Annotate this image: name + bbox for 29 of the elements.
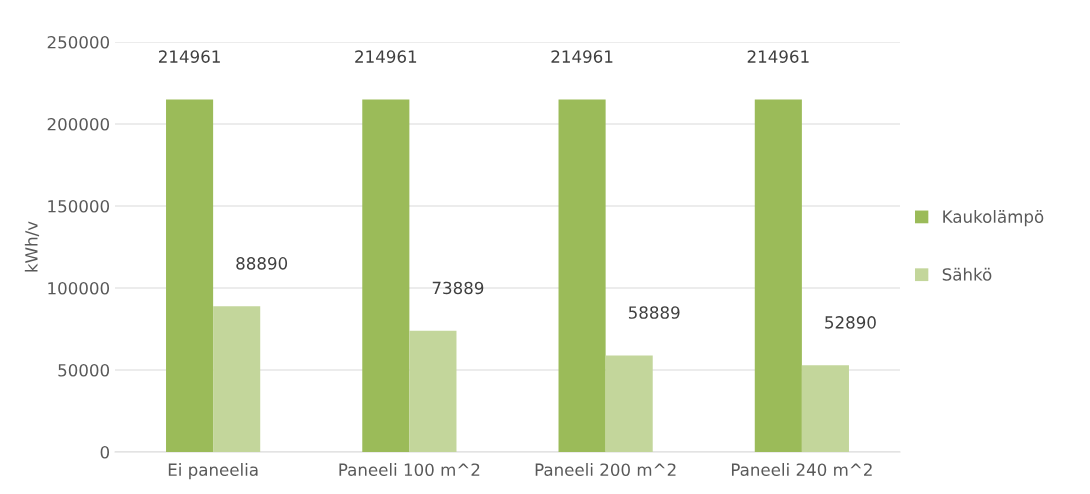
y-tick-label: 150000 [48, 199, 110, 213]
bar [605, 355, 653, 452]
y-axis-title: kWh/v [24, 221, 40, 272]
data-label: 58889 [628, 306, 680, 319]
data-label: 214961 [355, 50, 417, 63]
y-tick-label: 0 [100, 445, 110, 459]
y-tick-label: 50000 [58, 363, 110, 377]
y-tick-label: 200000 [47, 117, 110, 131]
y-tick-label: 100000 [48, 281, 110, 295]
data-label: 88890 [236, 257, 288, 270]
x-tick-label: Ei paneelia [168, 463, 258, 480]
bar [409, 330, 457, 452]
data-label: 214961 [551, 50, 613, 63]
bar [166, 99, 214, 452]
x-tick-label: Paneeli 240 m^2 [731, 463, 872, 477]
bar [558, 99, 606, 452]
bar [754, 99, 802, 452]
bar [213, 306, 261, 452]
data-label: 73889 [432, 281, 484, 295]
x-tick-label: Paneeli 200 m^2 [535, 463, 676, 477]
bar [801, 365, 849, 452]
y-tick-label: 250000 [47, 35, 110, 49]
data-label: 214961 [747, 50, 809, 63]
x-tick-label: Paneeli 100 m^2 [339, 463, 480, 477]
legend-label: Kaukolämpö [943, 210, 1044, 227]
data-label: 52890 [825, 316, 876, 329]
data-label: 214961 [158, 50, 220, 63]
legend-label: Sähkö [942, 267, 992, 281]
bar [362, 99, 410, 452]
